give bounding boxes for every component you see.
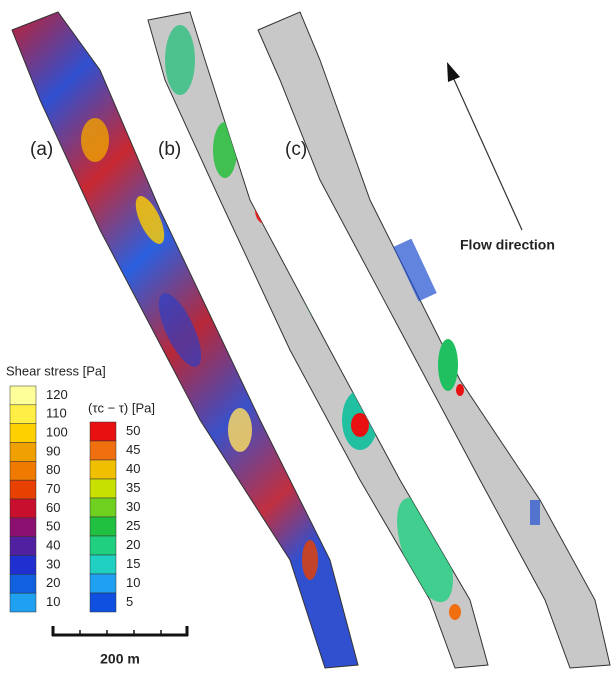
legend-swatch [10, 424, 36, 443]
legend-value: 15 [126, 556, 140, 571]
legend-value: 40 [46, 538, 60, 553]
legend-value: 70 [46, 481, 60, 496]
legend-swatch [10, 499, 36, 518]
legend-swatch [10, 386, 36, 405]
legend-value: 20 [126, 537, 140, 552]
legend-value: 10 [46, 594, 60, 609]
legend-value: 35 [126, 480, 140, 495]
legend-swatch [10, 443, 36, 462]
legend-value: 60 [46, 500, 60, 515]
legend-swatch [10, 537, 36, 556]
legend-value: 5 [126, 594, 133, 609]
legend-swatch [10, 556, 36, 575]
legend-title: Shear stress [Pa] [6, 363, 106, 378]
legend-value: 50 [126, 423, 140, 438]
legend-value: 90 [46, 443, 60, 458]
legend-swatch [90, 555, 116, 574]
legend-value: 120 [46, 387, 68, 402]
figure: Flow direction 200 m Shear stress [Pa] (… [0, 0, 613, 677]
legend-swatch [10, 518, 36, 537]
legend-value: 30 [126, 499, 140, 514]
flow-label: Flow direction [460, 237, 555, 253]
legend-value: 30 [46, 556, 60, 571]
legend-swatch [10, 405, 36, 424]
scale-bar [52, 626, 188, 636]
scale-label: 200 m [100, 651, 140, 667]
legend-value: 110 [46, 406, 67, 421]
legend-value: 50 [46, 519, 60, 534]
legend-value: 20 [46, 575, 60, 590]
legend-value: 40 [126, 461, 140, 476]
legend-swatch [10, 480, 36, 499]
legend-swatch [90, 422, 116, 441]
legend-swatch [10, 574, 36, 593]
legend-swatch [90, 574, 116, 593]
panel-label: (a) [30, 139, 53, 160]
legend-value: 25 [126, 518, 140, 533]
legend-swatch [10, 461, 36, 480]
legend-value: 10 [126, 575, 140, 590]
legend-value: 80 [46, 462, 60, 477]
legend-swatch [10, 593, 36, 612]
legend-swatch [90, 593, 116, 612]
legend-swatch [90, 460, 116, 479]
legend-title: (τc − τ) [Pa] [88, 400, 155, 415]
legend-value: 100 [46, 425, 68, 440]
panel-label: (b) [158, 139, 181, 160]
legend-swatch [90, 517, 116, 536]
flow-arrow [447, 62, 522, 230]
panel-label: (c) [285, 139, 307, 160]
legend-value: 45 [126, 442, 140, 457]
legend-swatch [90, 536, 116, 555]
legend-swatch [90, 479, 116, 498]
legend-swatch [90, 441, 116, 460]
legend-swatch [90, 498, 116, 517]
